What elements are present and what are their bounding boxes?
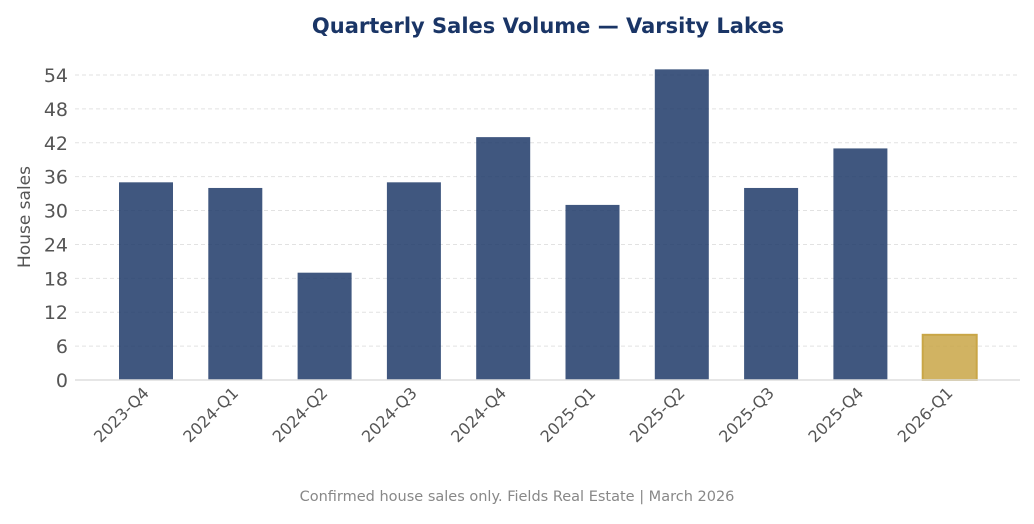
y-axis-label: House sales: [15, 166, 35, 268]
bar-2023-Q4: [119, 182, 173, 380]
x-tick-label: 2024-Q1: [179, 383, 242, 446]
bar-2024-Q4: [476, 137, 531, 380]
x-tick-label: 2024-Q3: [358, 383, 421, 446]
x-tick-label: 2024-Q4: [447, 383, 510, 446]
x-tick-label: 2025-Q1: [536, 383, 599, 446]
y-tick-label: 12: [44, 302, 68, 324]
y-tick-label: 30: [44, 201, 68, 223]
y-tick-label: 54: [44, 65, 68, 87]
bar-2024-Q2: [297, 272, 352, 380]
x-tick-label: 2024-Q2: [269, 383, 332, 446]
y-tick-label: 36: [44, 167, 68, 189]
bar-2024-Q1: [208, 187, 263, 380]
bar-2025-Q1: [565, 204, 620, 380]
x-tick-label: 2025-Q4: [804, 383, 867, 446]
x-tick-label: 2026-Q1: [894, 383, 957, 446]
footnote: Confirmed house sales only. Fields Real …: [300, 489, 735, 505]
bar-2025-Q4: [833, 148, 888, 380]
y-tick-label: 24: [44, 234, 68, 256]
y-tick-label: 6: [56, 336, 68, 358]
bar-2024-Q3: [386, 182, 441, 380]
x-tick-label: 2025-Q2: [626, 383, 689, 446]
y-tick-label: 42: [44, 133, 68, 155]
x-tick-label: 2025-Q3: [715, 383, 778, 446]
bar-2025-Q3: [744, 187, 799, 380]
x-tick-label: 2023-Q4: [90, 383, 153, 446]
y-tick-label: 48: [44, 99, 68, 121]
y-tick-label: 18: [44, 268, 68, 290]
y-tick-label: 0: [56, 370, 68, 392]
chart-title: Quarterly Sales Volume — Varsity Lakes: [312, 14, 784, 38]
bar-2025-Q2: [654, 69, 709, 380]
bar-2026-Q1: [921, 333, 978, 382]
